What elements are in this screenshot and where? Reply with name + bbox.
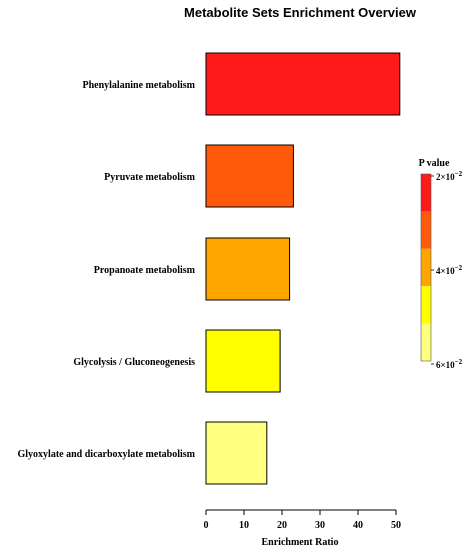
legend-swatch-3 bbox=[421, 286, 431, 324]
legend-tick-label-1: 4×10−2 bbox=[436, 264, 463, 276]
pvalue-legend: P value 2×10−2 4×10−2 6×10−2 bbox=[419, 158, 463, 370]
x-axis: 0 10 20 30 40 50 bbox=[204, 509, 401, 531]
x-tick-label-3: 30 bbox=[315, 520, 325, 531]
category-label-0: Phenylalanine metabolism bbox=[82, 80, 195, 91]
legend-tick-label-2: 6×10−2 bbox=[436, 358, 463, 370]
category-label-3: Glycolysis / Gluconeogenesis bbox=[73, 357, 195, 368]
category-label-2: Propanoate metabolism bbox=[94, 265, 196, 276]
x-tick-label-2: 20 bbox=[277, 520, 287, 531]
bar-3 bbox=[205, 329, 281, 393]
x-axis-label: Enrichment Ratio bbox=[262, 537, 339, 548]
chart-title: Metabolite Sets Enrichment Overview bbox=[184, 5, 417, 20]
bar-2 bbox=[205, 237, 291, 301]
x-tick-label-1: 10 bbox=[239, 520, 249, 531]
legend-tick-label-0: 2×10−2 bbox=[436, 170, 463, 182]
x-tick-label-0: 0 bbox=[204, 520, 209, 531]
bars-group bbox=[205, 52, 401, 485]
category-label-4: Glyoxylate and dicarboxylate metabolism bbox=[18, 449, 196, 460]
bar-0 bbox=[205, 52, 401, 116]
legend-title: P value bbox=[419, 158, 450, 169]
bar-4 bbox=[205, 421, 268, 485]
x-tick-label-5: 50 bbox=[391, 520, 401, 531]
legend-swatch-0 bbox=[421, 174, 431, 212]
legend-swatch-2 bbox=[421, 248, 431, 287]
legend-swatch-1 bbox=[421, 211, 431, 249]
category-label-1: Pyruvate metabolism bbox=[104, 172, 195, 183]
x-tick-label-4: 40 bbox=[353, 520, 363, 531]
category-labels: Phenylalanine metabolism Pyruvate metabol… bbox=[18, 80, 196, 460]
legend-frame bbox=[420, 173, 432, 362]
bar-1 bbox=[205, 144, 294, 208]
legend-swatch-4 bbox=[421, 323, 431, 361]
